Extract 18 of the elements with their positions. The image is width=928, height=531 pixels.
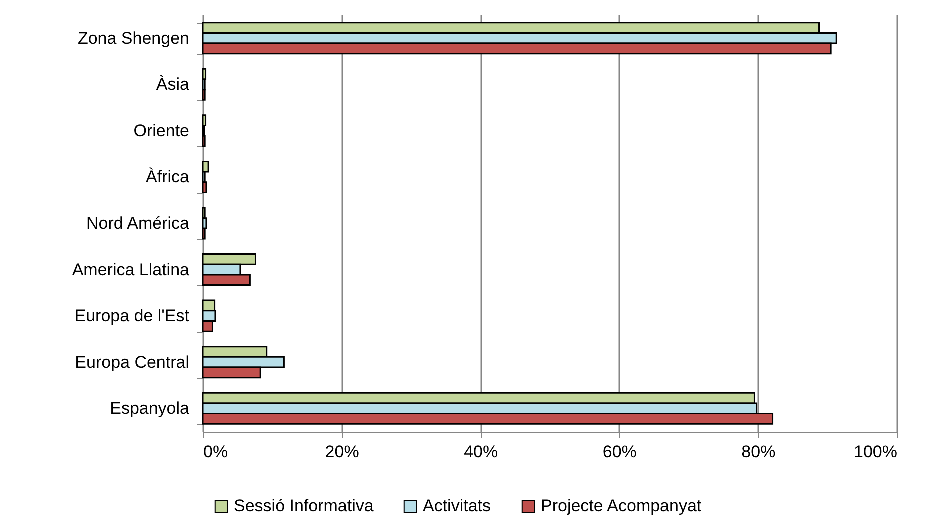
y-tick-label: America Llatina (72, 260, 190, 280)
y-tick-label: Àsia (156, 75, 190, 94)
y-tick-label: Espanyola (110, 399, 190, 418)
y-tick-label: Oriente (134, 121, 190, 140)
x-tick-label: 20% (325, 442, 360, 462)
x-tick-label: 80% (742, 442, 776, 462)
legend-label: Sessió Informativa (234, 496, 374, 516)
x-tick-label: 100% (854, 442, 898, 462)
x-tick-label: 0% (204, 442, 228, 462)
y-tick-label: Zona Shengen (78, 28, 190, 48)
legend-label: Activitats (423, 496, 492, 516)
y-tick-label: Europa Central (75, 352, 190, 372)
y-tick-label: Europa de l'Est (74, 306, 190, 326)
x-tick-label: 60% (602, 442, 637, 462)
x-tick-label: 40% (464, 442, 498, 462)
legend-label: Projecte Acompanyat (541, 496, 702, 516)
y-tick-label: Nord América (86, 214, 190, 233)
y-tick-label: Àfrica (146, 168, 190, 187)
